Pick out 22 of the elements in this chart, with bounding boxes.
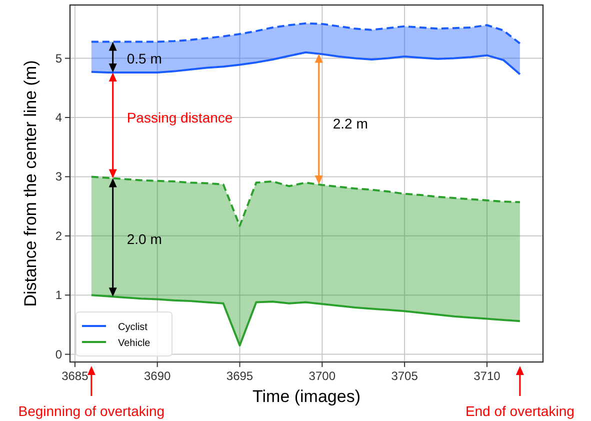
x-axis-title: Time (images) bbox=[252, 387, 360, 406]
legend-label: Vehicle bbox=[118, 338, 151, 349]
x-tick-label: 3685 bbox=[62, 369, 89, 383]
y-axis-title: Distance from the center line (m) bbox=[21, 60, 40, 307]
y-tick-label: 5 bbox=[55, 51, 62, 66]
x-tick-label: 3705 bbox=[391, 369, 418, 383]
x-tick-label: 3695 bbox=[226, 369, 254, 383]
y-tick-label: 2 bbox=[55, 228, 62, 243]
annotation: 2.0 m bbox=[126, 230, 162, 247]
x-tick-label: 3700 bbox=[308, 369, 336, 383]
y-tick-label: 1 bbox=[55, 288, 62, 302]
text: Beginning of overtaking bbox=[18, 403, 165, 419]
y-tick-label: 0 bbox=[55, 347, 62, 362]
legend-label: Cyclist bbox=[118, 322, 148, 333]
text: End of overtaking bbox=[465, 403, 574, 419]
y-tick-label: 4 bbox=[55, 110, 62, 124]
annotation: Passing distance bbox=[126, 109, 233, 126]
x-tick-label: 3690 bbox=[144, 369, 172, 383]
y-tick-label: 3 bbox=[55, 170, 62, 184]
annotation: 2.2 m bbox=[332, 115, 368, 132]
annotation: 0.5 m bbox=[126, 50, 162, 66]
x-tick-label: 3710 bbox=[474, 369, 501, 383]
